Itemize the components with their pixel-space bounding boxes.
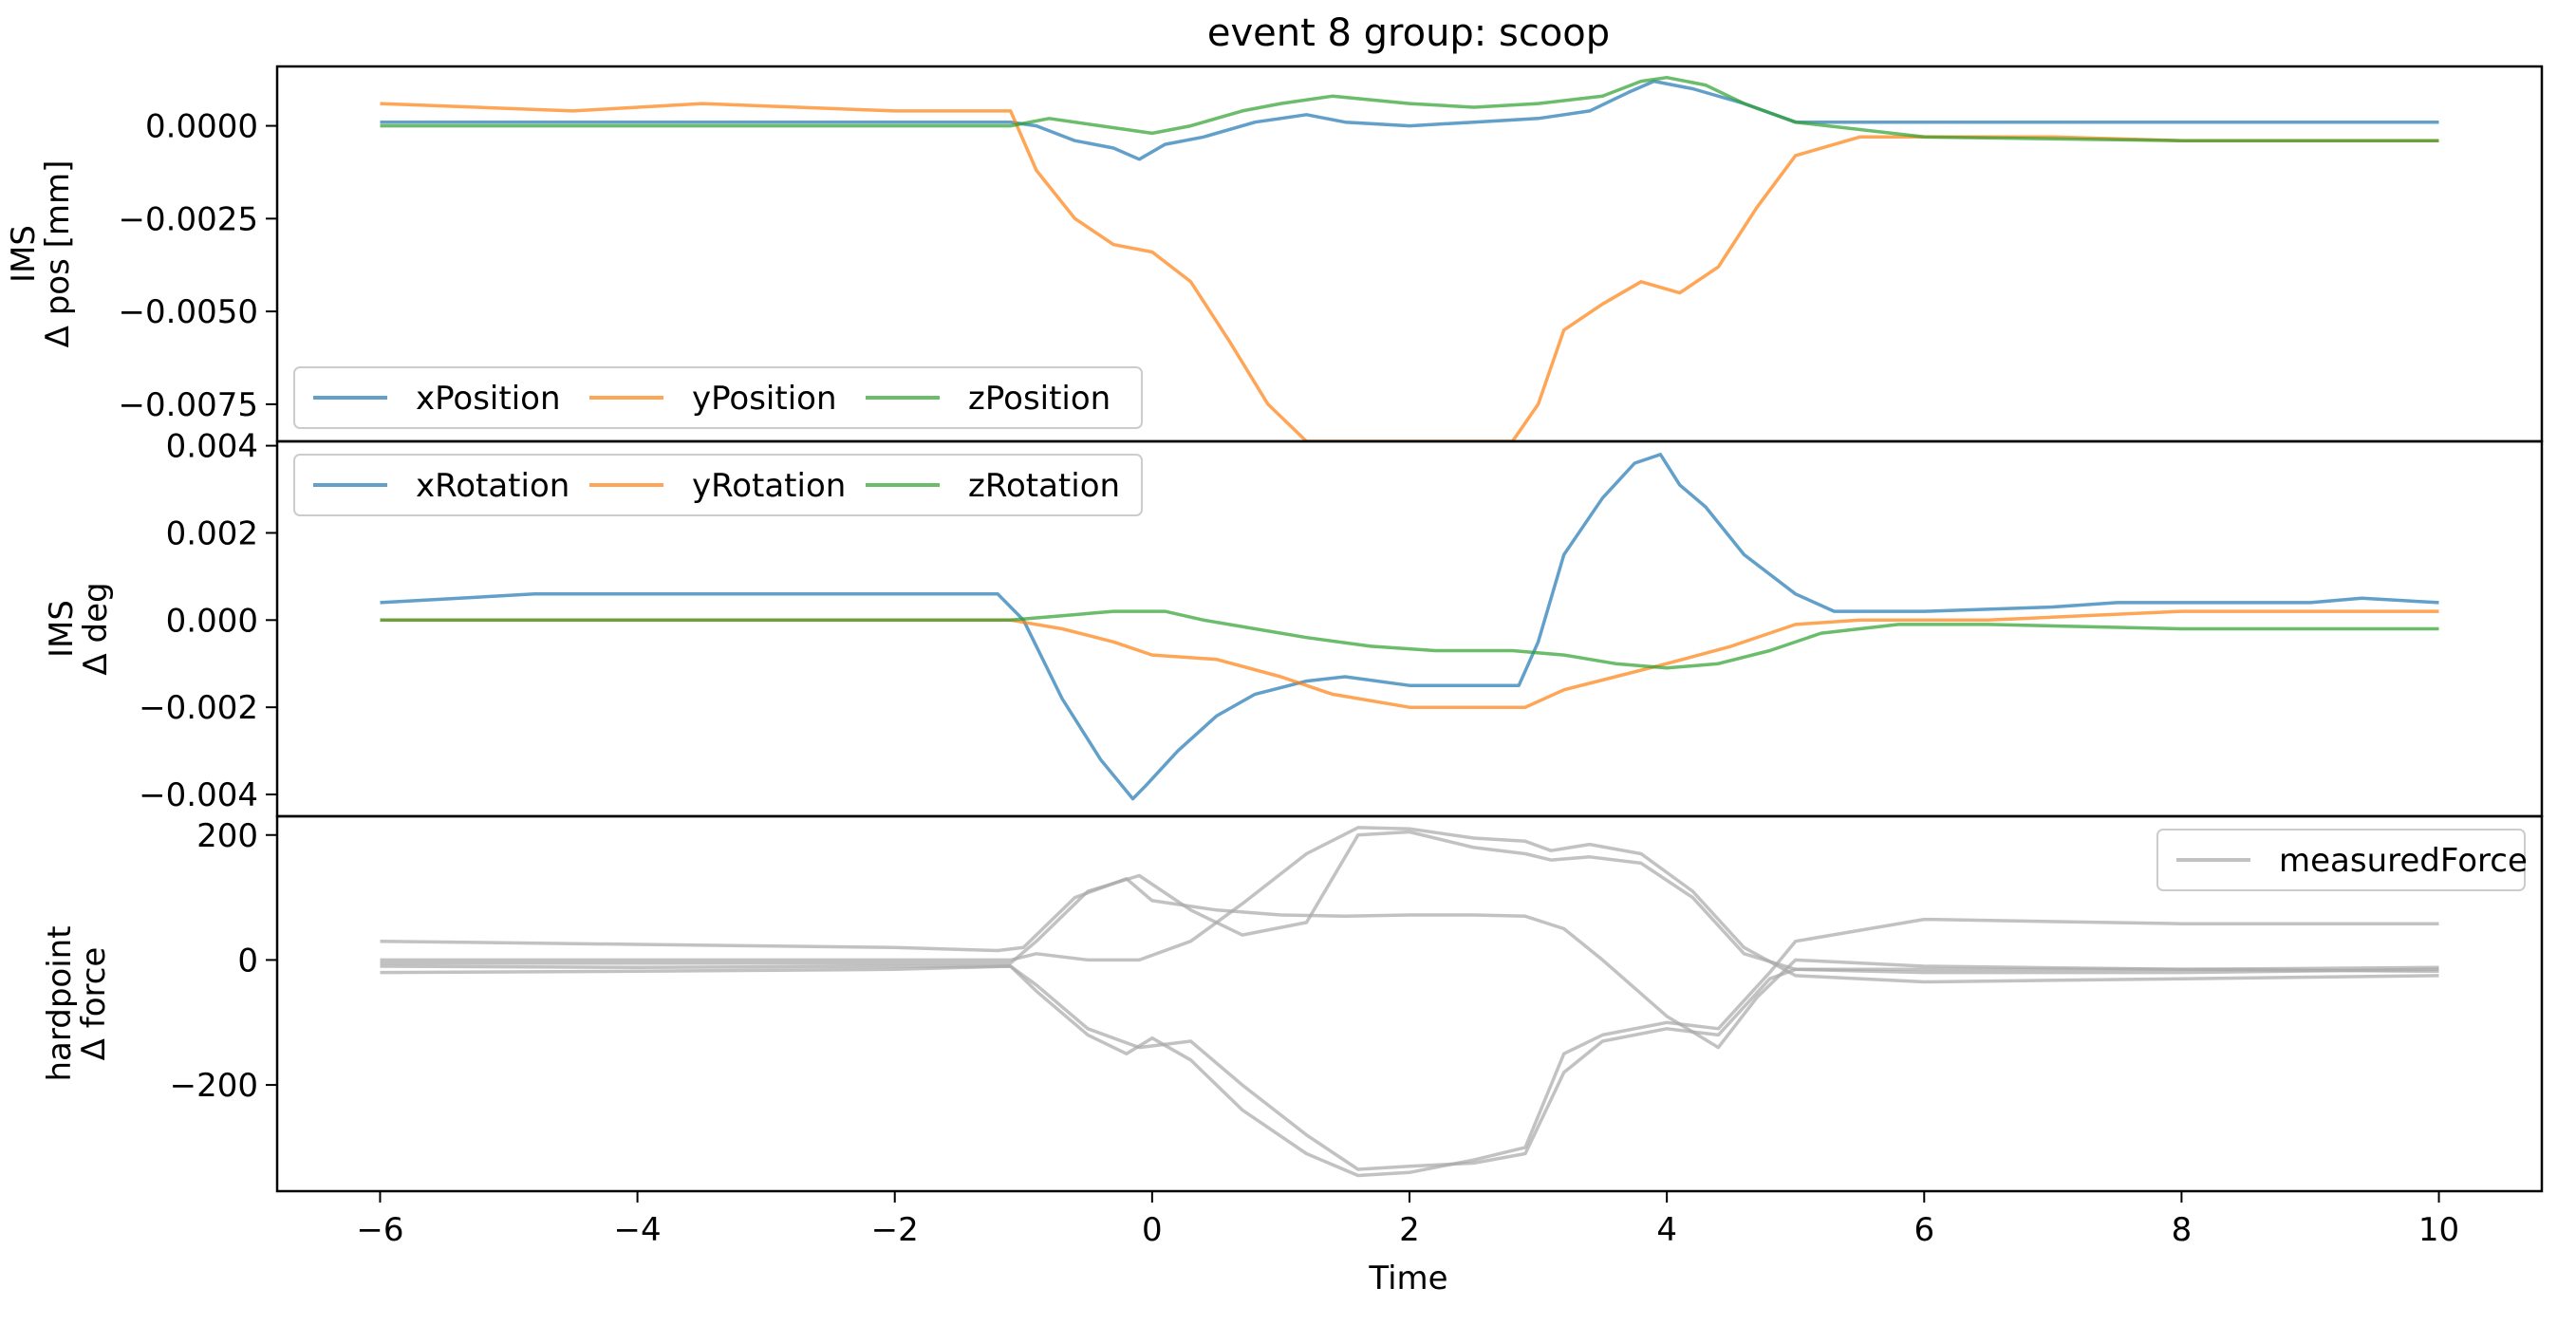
legend-label: xRotation <box>416 467 569 505</box>
y-tick-label: −0.002 <box>139 689 258 727</box>
y-axis-label-line: IMS <box>5 225 43 283</box>
x-tick-label: −6 <box>356 1211 403 1249</box>
legend-frame <box>293 366 1143 429</box>
series-line-hardpoint-force-4 <box>380 964 2439 1171</box>
legend: xRotation yRotation zRotation <box>293 454 1143 516</box>
series-line-zRotation <box>380 609 2439 670</box>
y-axis-label-line: Δ force <box>75 947 113 1061</box>
series-line-hardpoint-force-1 <box>380 826 2439 984</box>
legend-label: measuredForce <box>2279 842 2528 880</box>
legend-label: yPosition <box>692 380 837 418</box>
y-axis-label-line: Δ deg <box>77 582 115 675</box>
x-tick-label: 10 <box>2418 1211 2459 1249</box>
series-group <box>380 826 2439 1178</box>
series-group <box>380 75 2439 441</box>
legend-label: yRotation <box>692 467 846 505</box>
y-tick-label: 0.000 <box>166 602 258 640</box>
series-line-measuredForce <box>380 877 2439 1050</box>
series-line-xRotation <box>380 453 2439 801</box>
series-line-yPosition <box>380 102 2439 441</box>
figure-title: event 8 group: scoop <box>1207 11 1610 55</box>
y-tick-label: 0.002 <box>166 514 258 552</box>
y-axis-label-line: hardpoint <box>41 925 79 1081</box>
series-line-yRotation <box>380 609 2439 709</box>
legend-frame <box>2156 829 2526 891</box>
x-tick-label: 0 <box>1142 1211 1163 1249</box>
y-tick-label: 0 <box>237 942 258 980</box>
series-group <box>380 453 2439 801</box>
legend: measuredForce <box>2156 829 2528 891</box>
y-tick-label: −0.004 <box>139 776 258 814</box>
x-tick-label: 8 <box>2172 1211 2193 1249</box>
series-line-hardpoint-force-3 <box>380 830 2439 975</box>
series-line-hardpoint-force-2 <box>380 917 2439 1178</box>
y-axis-label-line: IMS <box>43 600 81 658</box>
y-tick-label: −0.0025 <box>119 200 258 238</box>
x-tick-label: 6 <box>1913 1211 1934 1249</box>
y-tick-label: −0.0075 <box>119 386 258 424</box>
legend-label: xPosition <box>416 380 561 418</box>
y-tick-label: 0.004 <box>166 428 258 466</box>
x-tick-label: −2 <box>871 1211 919 1249</box>
legend: xPosition yPosition zPosition <box>293 366 1143 429</box>
x-tick-label: 2 <box>1399 1211 1420 1249</box>
series-line-zPosition <box>380 75 2439 142</box>
legend-frame <box>293 454 1143 516</box>
y-axis-label-line: Δ pos [mm] <box>39 160 77 348</box>
x-tick-label: 4 <box>1656 1211 1677 1249</box>
x-axis-label: Time <box>1368 1260 1447 1297</box>
legend-label: zRotation <box>968 467 1120 505</box>
x-tick-label: −4 <box>614 1211 662 1249</box>
legend-label: zPosition <box>968 380 1111 418</box>
y-tick-label: 0.0000 <box>145 108 258 146</box>
y-tick-label: −0.0050 <box>119 293 258 331</box>
y-tick-label: −200 <box>170 1067 258 1105</box>
y-tick-label: 200 <box>196 817 258 855</box>
